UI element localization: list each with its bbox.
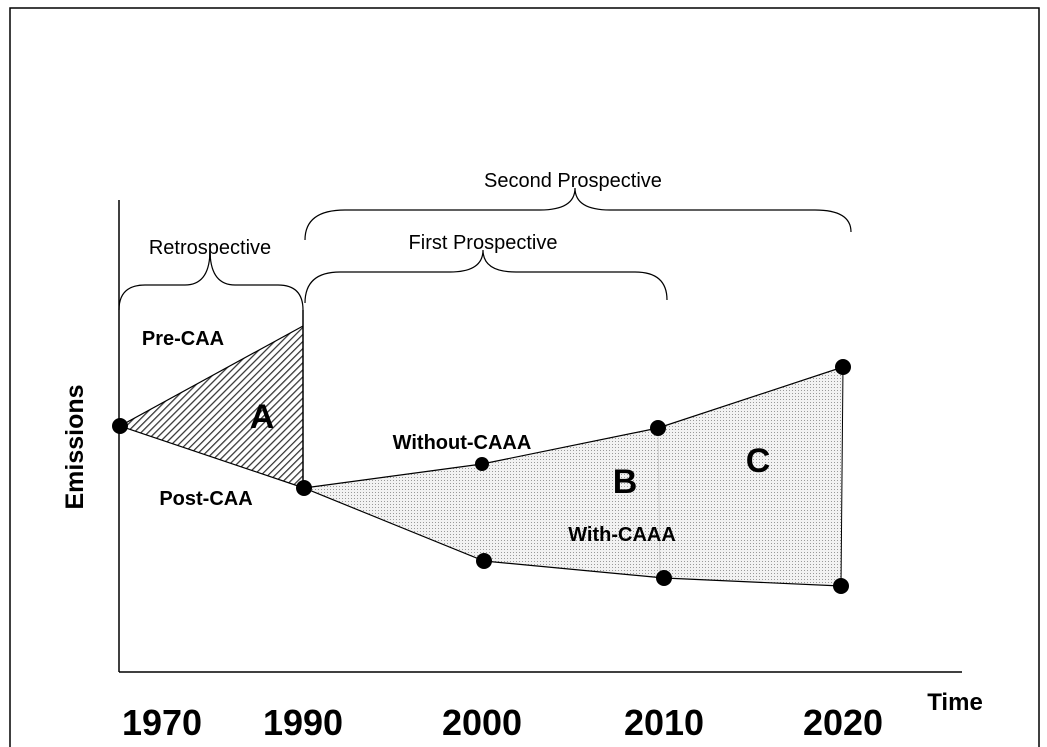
without-line	[303, 366, 844, 489]
region-divider	[657, 427, 661, 578]
year-label: 2010	[624, 702, 704, 743]
x-axis-label: Time	[927, 689, 983, 716]
bracket-label: Retrospective	[149, 237, 271, 259]
brace-first	[304, 249, 668, 304]
line-label: Pre-CAA	[142, 328, 224, 350]
edge-2020	[840, 366, 844, 587]
bracket-label: First Prospective	[409, 232, 558, 254]
point	[296, 480, 312, 496]
pre-caa-line	[119, 325, 304, 427]
point	[835, 359, 851, 375]
y-axis-label: Emissions	[61, 384, 89, 509]
region-a-fill	[120, 326, 303, 488]
point	[650, 420, 666, 436]
point	[112, 418, 128, 434]
point	[656, 570, 672, 586]
line-label: With-CAAA	[568, 524, 676, 546]
frame	[9, 7, 1040, 747]
year-label: 1990	[263, 702, 343, 743]
point	[833, 578, 849, 594]
line-label: Without-CAAA	[393, 432, 532, 454]
brace-second	[304, 187, 852, 241]
line-label: Post-CAA	[159, 488, 252, 510]
brace-retrospective	[118, 249, 304, 311]
region-label: B	[613, 463, 638, 501]
point	[475, 457, 489, 471]
bracket-label: Second Prospective	[484, 170, 662, 192]
year-label: 2000	[442, 702, 522, 743]
points	[112, 359, 851, 594]
region-label: A	[250, 398, 275, 436]
region-label: C	[746, 442, 771, 480]
braces	[118, 187, 852, 311]
year-label: 2020	[803, 702, 883, 743]
region-bc-fill	[304, 367, 843, 586]
point	[476, 553, 492, 569]
year-label: 1970	[122, 702, 202, 743]
